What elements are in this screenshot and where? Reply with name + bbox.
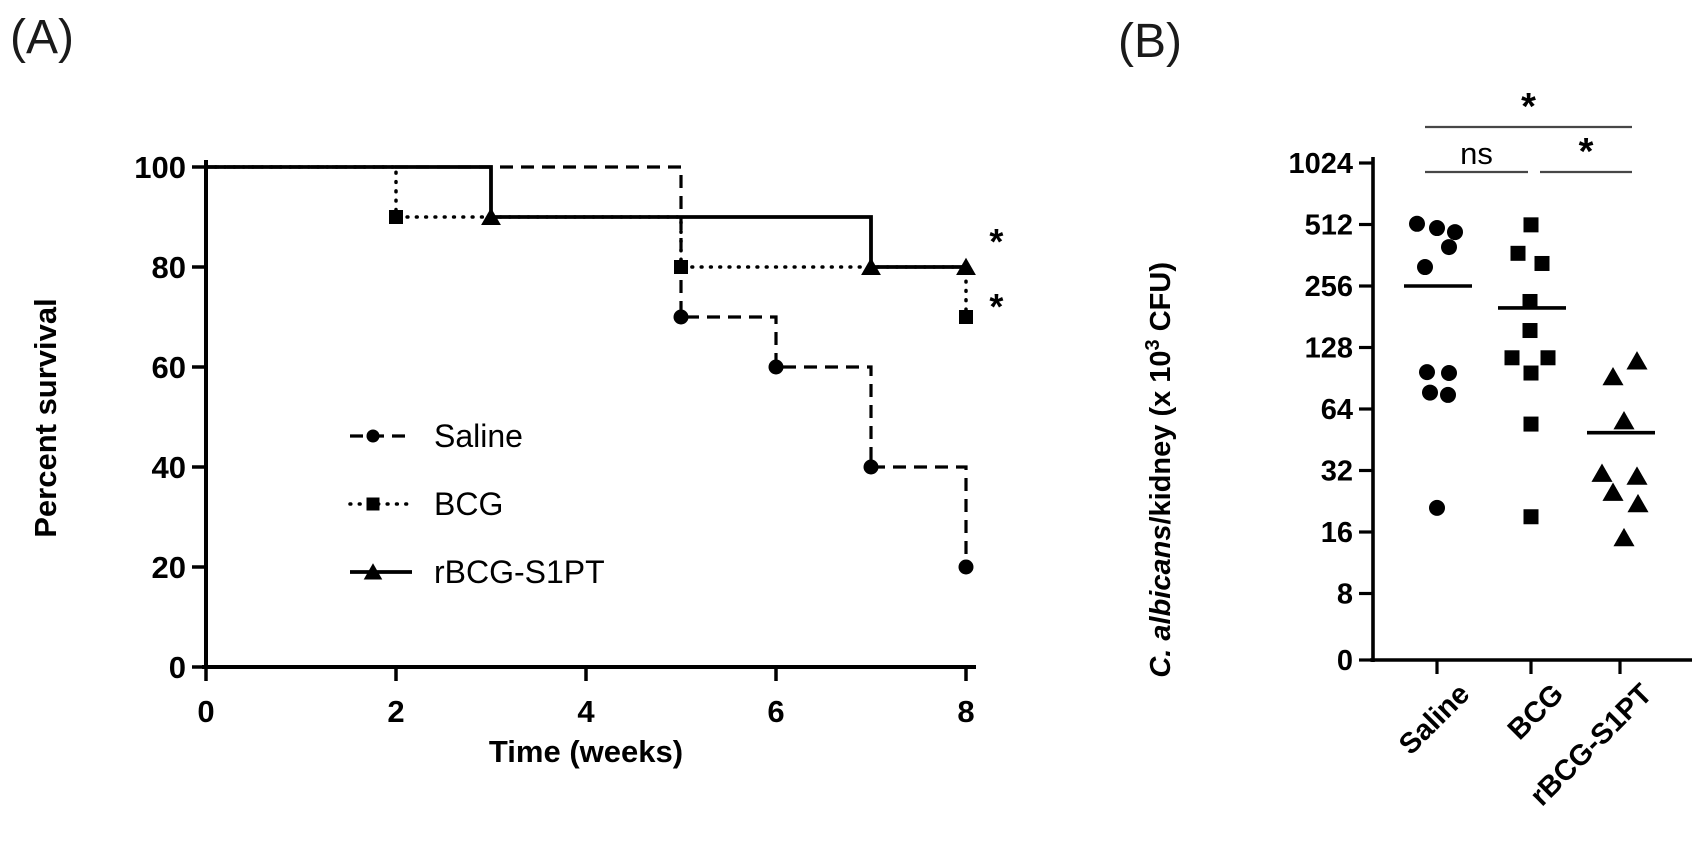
survival-legend: Saline BCG rBCG-S1PT bbox=[348, 402, 605, 606]
square-legend-marker bbox=[366, 497, 380, 511]
saline-data-point bbox=[1447, 224, 1463, 241]
bcg-data-point bbox=[1523, 416, 1539, 432]
significance-asterisk: * bbox=[989, 221, 1003, 262]
saline-data-point bbox=[1419, 364, 1435, 381]
saline-event-marker bbox=[958, 559, 974, 575]
legend-label-bcg: BCG bbox=[434, 485, 504, 522]
survival-x-tick-label: 8 bbox=[957, 694, 974, 729]
survival-x-tick-label: 4 bbox=[577, 694, 595, 729]
legend-label-saline: Saline bbox=[434, 417, 523, 454]
survival-y-tick-label: 0 bbox=[169, 650, 186, 685]
saline-line-marker-swatch bbox=[348, 424, 416, 448]
bcg-event-marker bbox=[389, 210, 403, 224]
rbcg-s1pt-data-point bbox=[1626, 466, 1648, 485]
rbcg-s1pt-data-point bbox=[1602, 482, 1624, 501]
saline-data-point bbox=[1440, 386, 1456, 403]
rbcg-s1pt-curve bbox=[206, 165, 966, 269]
bcg-data-point bbox=[1522, 293, 1538, 309]
bcg-data-point bbox=[1510, 245, 1526, 261]
legend-label-rbcg-s1pt: rBCG-S1PT bbox=[434, 553, 605, 590]
saline-event-marker bbox=[673, 309, 689, 325]
saline-data-point bbox=[1422, 384, 1438, 401]
rbcg-s1pt-data-point bbox=[1613, 527, 1635, 547]
rbcg-s1pt-data-point bbox=[1627, 493, 1649, 513]
saline-data-point bbox=[1429, 499, 1445, 516]
significance-label: ns bbox=[1460, 136, 1493, 171]
bcg-curve bbox=[204, 165, 968, 319]
bcg-data-point bbox=[1523, 509, 1539, 525]
survival-x-axis-title: Time (weeks) bbox=[488, 734, 684, 769]
bcg-data-point bbox=[1504, 350, 1520, 366]
rbcg-s1pt-data-point bbox=[1602, 366, 1624, 386]
significance-asterisk: * bbox=[989, 286, 1003, 327]
cfu-y-axis-title-sup: 3 bbox=[1142, 339, 1165, 351]
legend-item-bcg: BCG bbox=[348, 470, 605, 538]
survival-x-tick-label: 6 bbox=[767, 694, 784, 729]
legend-item-saline: Saline bbox=[348, 402, 605, 470]
bcg-data-point bbox=[1534, 255, 1550, 271]
rbcg-s1pt-data-point bbox=[1626, 351, 1648, 370]
saline-data-point bbox=[1441, 365, 1457, 382]
square-legend-glyph bbox=[348, 497, 414, 511]
survival-y-tick-label: 80 bbox=[152, 250, 186, 285]
saline-data-point bbox=[1409, 215, 1425, 232]
cfu-y-tick-label: 1024 bbox=[1288, 148, 1353, 180]
bcg-data-point bbox=[1523, 365, 1539, 381]
legend-item-rbcg-s1pt: rBCG-S1PT bbox=[348, 538, 605, 606]
triangle-legend-glyph bbox=[350, 563, 412, 580]
rbcg-s1pt-line-marker-swatch bbox=[348, 560, 416, 584]
cfu-y-tick-label: 16 bbox=[1321, 517, 1353, 549]
panel-a-tag: (A) bbox=[10, 11, 74, 64]
bcg-event-marker bbox=[674, 260, 688, 274]
significance-label: * bbox=[1521, 86, 1536, 128]
cfu-y-tick-label: 64 bbox=[1321, 394, 1353, 426]
bcg-data-point bbox=[1540, 350, 1556, 366]
saline-event-marker bbox=[863, 459, 879, 475]
cfu-y-tick-label: 0 bbox=[1337, 645, 1353, 677]
cfu-y-tick-label: 512 bbox=[1305, 210, 1353, 242]
bcg-event-marker bbox=[959, 310, 973, 324]
survival-y-axis-title: Percent survival bbox=[28, 298, 63, 538]
bcg-data-point bbox=[1523, 217, 1539, 233]
survival-y-tick-label: 40 bbox=[152, 450, 186, 485]
survival-y-tick-label: 100 bbox=[134, 150, 186, 185]
bcg-line-marker-swatch bbox=[348, 492, 416, 516]
rbcg-s1pt-event-marker bbox=[481, 207, 501, 225]
cfu-y-tick-label: 8 bbox=[1337, 579, 1353, 611]
cfu-y-axis-title-italic: C. albicans bbox=[1144, 524, 1177, 678]
significance-label: * bbox=[1579, 131, 1594, 173]
saline-data-point bbox=[1429, 220, 1445, 237]
survival-y-tick-label: 20 bbox=[152, 550, 186, 585]
cfu-y-axis-title-end: CFU) bbox=[1144, 262, 1177, 340]
survival-x-tick-label: 0 bbox=[197, 694, 214, 729]
cfu-y-tick-label: 32 bbox=[1321, 456, 1353, 488]
bcg-data-point bbox=[1522, 323, 1538, 339]
cfu-y-axis-title-mid: /kidney (x 10 bbox=[1144, 350, 1177, 525]
cfu-y-tick-label: 256 bbox=[1305, 271, 1353, 303]
rbcg-s1pt-event-marker bbox=[956, 257, 976, 275]
survival-x-tick-label: 2 bbox=[387, 694, 404, 729]
rbcg-s1pt-event-marker bbox=[861, 257, 881, 275]
circle-legend-glyph bbox=[350, 429, 412, 443]
triangle-legend-marker bbox=[363, 563, 383, 580]
saline-data-point bbox=[1441, 239, 1457, 256]
circle-legend-marker bbox=[366, 429, 380, 443]
cfu-y-axis-title: C. albicans/kidney (x 103 CFU) bbox=[1142, 220, 1178, 720]
rbcg-s1pt-data-point bbox=[1591, 463, 1613, 482]
rbcg-s1pt-data-point bbox=[1613, 410, 1635, 430]
panel-b-tag: (B) bbox=[1118, 15, 1182, 68]
cfu-y-tick-label: 128 bbox=[1305, 333, 1353, 365]
saline-data-point bbox=[1417, 259, 1433, 276]
saline-event-marker bbox=[768, 359, 784, 375]
survival-y-tick-label: 60 bbox=[152, 350, 186, 385]
